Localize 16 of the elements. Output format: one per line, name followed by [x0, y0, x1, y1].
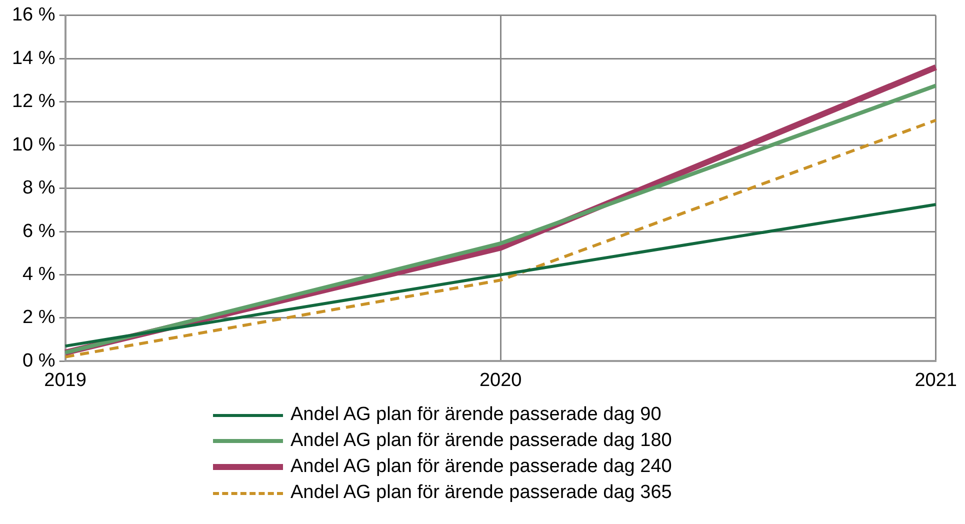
y-tick-label: 4 %: [22, 264, 56, 285]
x-tick-label: 2019: [44, 370, 86, 391]
y-tick-label: 12 %: [12, 91, 56, 112]
y-tick-label: 14 %: [12, 48, 56, 69]
y-tick-label: 2 %: [22, 307, 56, 328]
y-tick-label: 16 %: [12, 4, 56, 26]
legend-label: Andel AG plan för ärende passerade dag 240: [290, 456, 672, 478]
y-tick-label: 0 %: [22, 350, 56, 372]
y-tick-label: 10 %: [12, 134, 56, 156]
legend-label: Andel AG plan för ärende passerade dag 180: [290, 430, 672, 452]
legend-label: Andel AG plan för ärende passerade dag 90: [290, 404, 662, 426]
y-tick-label: 8 %: [22, 178, 56, 199]
x-tick-label: 2021: [914, 370, 958, 391]
legend-label: Andel AG plan för ärende passerade dag 365: [290, 482, 672, 504]
x-tick-label: 2020: [479, 370, 522, 391]
y-tick-label: 6 %: [22, 220, 56, 242]
